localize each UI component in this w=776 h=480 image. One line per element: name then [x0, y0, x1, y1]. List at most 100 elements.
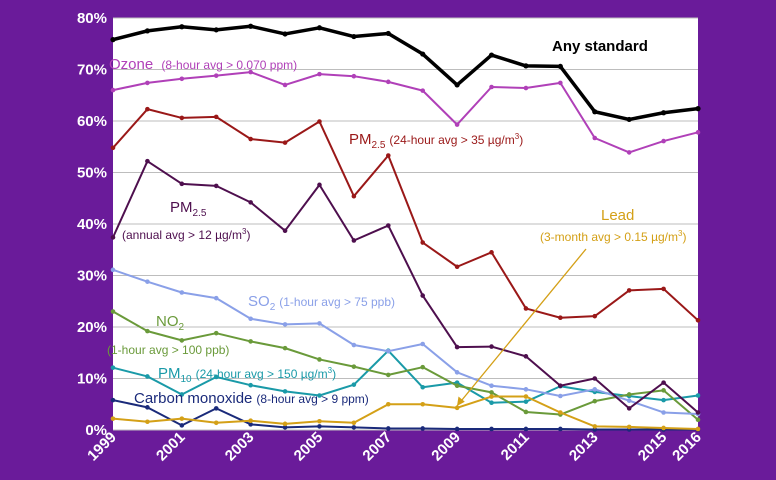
y-tick-label: 40% — [77, 216, 107, 233]
data-point — [558, 393, 563, 399]
data-point — [454, 82, 460, 88]
data-point — [213, 374, 219, 380]
data-point — [248, 200, 253, 205]
data-point — [385, 372, 391, 378]
data-point — [248, 23, 254, 29]
data-point — [626, 398, 632, 403]
data-point — [385, 348, 391, 354]
y-tick-label: 70% — [77, 62, 107, 79]
data-point — [420, 426, 426, 431]
data-point — [489, 84, 494, 90]
data-point — [626, 116, 632, 123]
data-point — [145, 328, 150, 334]
data-point — [695, 106, 701, 112]
series-any-standard — [110, 23, 701, 123]
data-point — [110, 397, 116, 403]
data-point — [145, 106, 150, 112]
y-tick-label: 60% — [77, 113, 107, 130]
data-point — [385, 426, 391, 431]
data-point — [110, 416, 116, 421]
annotations: Any standard Ozone (8-hour avg > 0.070 p… — [107, 38, 686, 407]
label-ozone: Ozone (8-hour avg > 0.070 ppm) — [109, 56, 297, 73]
data-point — [420, 240, 426, 245]
data-point — [489, 426, 494, 432]
label-carbon-monoxide: Carbon monoxide (8-hour avg > 9 ppm) — [134, 390, 369, 407]
data-point — [385, 153, 391, 158]
x-tick-label: 2007 — [360, 429, 396, 465]
y-axis-ticks: 0% 10% 20% 30% 40% 50% 60% 70% 80% — [77, 10, 107, 439]
data-point — [351, 193, 357, 199]
data-point — [420, 88, 426, 93]
series-line — [112, 399, 698, 431]
data-point — [592, 387, 598, 392]
label-pm25-24hour: PM2.5 (24-hour avg > 35 µg/m3) — [349, 131, 523, 151]
y-tick-label: 10% — [77, 371, 107, 388]
series-pm2-5-annual- — [110, 158, 701, 415]
data-point — [110, 365, 116, 370]
label-any-standard: Any standard — [552, 38, 648, 55]
x-tick-label: 2015 — [635, 429, 671, 465]
x-tick-label: 2001 — [153, 429, 189, 465]
data-point — [454, 370, 460, 375]
data-point — [695, 410, 701, 415]
series-line — [112, 160, 699, 414]
data-point — [489, 383, 494, 389]
data-point — [213, 295, 219, 301]
data-point — [523, 85, 529, 91]
data-point — [351, 238, 357, 243]
data-point — [558, 426, 563, 432]
y-tick-label: 80% — [77, 10, 107, 27]
data-point — [592, 135, 598, 141]
data-point — [523, 387, 529, 392]
data-point — [213, 420, 219, 426]
data-point — [317, 71, 322, 77]
data-point — [282, 421, 288, 427]
data-point — [179, 290, 185, 295]
data-point — [592, 109, 598, 115]
x-tick-label: 2009 — [428, 429, 464, 465]
data-point — [282, 322, 288, 327]
data-point — [661, 380, 666, 385]
data-point — [213, 406, 219, 411]
data-point — [317, 393, 322, 398]
data-point — [661, 138, 666, 144]
data-point — [592, 424, 598, 429]
series-lines — [110, 23, 701, 432]
data-point — [213, 73, 219, 78]
x-tick-label: 2013 — [566, 429, 602, 465]
series-line — [112, 395, 699, 430]
data-point — [145, 419, 150, 425]
lead-pointer-arrowhead — [457, 396, 465, 406]
data-point — [661, 397, 666, 403]
data-point — [626, 392, 632, 397]
series-pm2-5-24-hour- — [110, 106, 701, 323]
data-point — [489, 390, 494, 395]
series-line — [112, 310, 699, 421]
data-point — [317, 119, 322, 124]
data-point — [248, 316, 253, 322]
label-pm25-annual-name: PM2.5 — [170, 199, 207, 219]
series-ozone — [110, 69, 701, 155]
data-point — [145, 405, 150, 410]
x-tick-label: 2005 — [291, 429, 327, 465]
data-point — [626, 288, 632, 293]
data-point — [317, 418, 322, 424]
data-point — [695, 393, 701, 398]
label-lead-name: Lead — [601, 207, 634, 224]
data-point — [351, 425, 357, 430]
data-point — [179, 416, 185, 421]
y-tick-label: 0% — [85, 422, 107, 439]
data-point — [454, 426, 460, 432]
y-tick-label: 20% — [77, 319, 107, 336]
data-point — [558, 80, 563, 86]
data-point — [282, 82, 288, 88]
series-line — [112, 349, 699, 404]
data-point — [317, 424, 322, 429]
data-point — [454, 264, 460, 270]
data-point — [282, 31, 288, 37]
data-point — [454, 122, 460, 127]
series-lead — [110, 394, 701, 432]
series-line — [112, 108, 699, 322]
